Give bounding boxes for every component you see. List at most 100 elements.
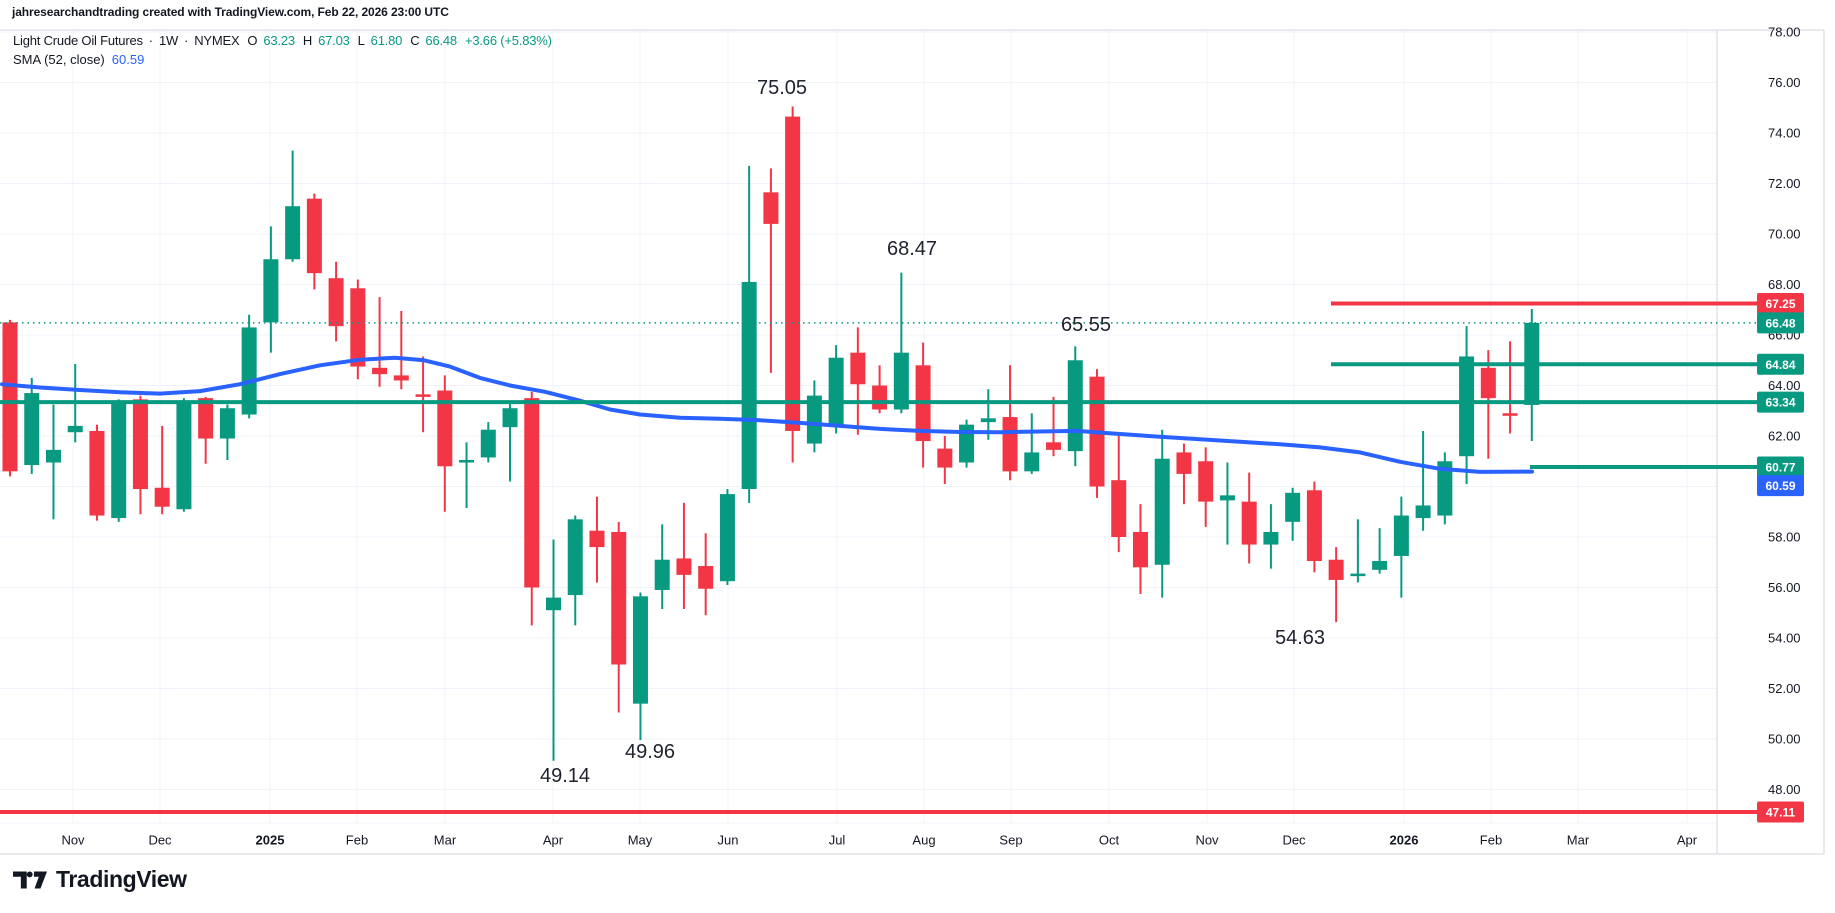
price-axis-label: 74.00 [1768, 126, 1801, 141]
candlestick [1372, 528, 1388, 574]
candlestick [1285, 487, 1301, 541]
candlestick [263, 226, 279, 353]
attribution-watermark: jahresearchandtrading created with Tradi… [12, 5, 449, 19]
candlestick [654, 524, 670, 609]
price-axis-label: 76.00 [1768, 75, 1801, 90]
candle-body [1046, 442, 1062, 450]
candlestick [24, 377, 40, 474]
candlestick [219, 404, 235, 460]
candle-body [241, 327, 257, 415]
time-axis-label: Mar [434, 833, 457, 848]
indicator-name[interactable]: SMA (52, close) [13, 52, 105, 67]
price-annotation[interactable]: 68.47 [887, 238, 937, 260]
separator: · [148, 33, 153, 48]
candle-body [567, 519, 583, 596]
candle-body [1459, 356, 1475, 457]
candle-body [1285, 492, 1301, 522]
candle-body [763, 192, 779, 224]
candle-body [393, 375, 409, 381]
candle-body [1437, 461, 1453, 516]
candlestick [415, 356, 431, 433]
price-axis-label: 52.00 [1768, 681, 1801, 696]
candle-body [741, 281, 757, 490]
candlestick [1306, 481, 1322, 573]
candlestick [959, 419, 975, 468]
candlestick [893, 272, 909, 414]
tradingview-logo[interactable]: TradingView [13, 866, 187, 893]
candle-body [350, 288, 366, 367]
symbol-exchange[interactable]: NYMEX [194, 33, 240, 48]
candle-body [1350, 573, 1366, 577]
candle-body [198, 398, 214, 439]
price-badge-label: 60.59 [1765, 479, 1795, 493]
separator: · [184, 33, 189, 48]
price-badge-bg [1757, 475, 1804, 497]
price-axis-label: 56.00 [1768, 580, 1801, 595]
candle-body [132, 399, 148, 490]
candlestick [676, 502, 692, 609]
candlestick [1241, 472, 1257, 564]
candlestick [1176, 443, 1192, 505]
candle-body [1132, 531, 1148, 568]
candle-body [2, 322, 18, 472]
price-annotation[interactable]: 54.63 [1275, 627, 1325, 649]
time-axis-label: Dec [148, 833, 172, 848]
candlestick [546, 539, 561, 761]
price-annotation[interactable]: 49.14 [540, 765, 590, 787]
price-badge-label: 60.77 [1765, 461, 1795, 475]
candle-body [1415, 505, 1431, 519]
price-badge-bg [1757, 292, 1804, 314]
symbol-title[interactable]: Light Crude Oil Futures [13, 33, 143, 48]
price-axis-label: 58.00 [1768, 530, 1801, 545]
indicator-value: 60.59 [111, 52, 145, 67]
price-badge-bg [1757, 456, 1804, 478]
candlestick [763, 168, 779, 373]
candle-body [1480, 367, 1496, 399]
candlestick [459, 442, 475, 508]
price-annotation[interactable]: 75.05 [757, 77, 807, 99]
candle-body [589, 530, 605, 548]
change-value: +3.66 (+5.83%) [464, 33, 552, 48]
time-axis-label: Jun [718, 833, 739, 848]
candle-body [719, 494, 735, 582]
candle-body [328, 278, 344, 327]
candle-body [1263, 531, 1279, 545]
price-axis-label: 72.00 [1768, 176, 1801, 191]
candle-body [1328, 559, 1344, 580]
candle-body [480, 429, 496, 458]
candlestick [1219, 462, 1235, 545]
price-badge-label: 64.84 [1765, 358, 1795, 372]
price-annotation[interactable]: 65.55 [1061, 314, 1111, 336]
candlestick [524, 391, 540, 626]
candlestick [350, 279, 366, 380]
candle-body [1219, 495, 1235, 501]
candle-body [872, 385, 888, 410]
candlestick [567, 515, 583, 626]
price-axis-label: 78.00 [1768, 25, 1801, 40]
time-axis-label: Nov [61, 833, 85, 848]
candle-body [676, 558, 692, 575]
candle-body [698, 566, 714, 589]
candle-body [893, 352, 909, 410]
time-axis-label: Oct [1099, 833, 1120, 848]
candlestick [1002, 365, 1018, 481]
price-badge-bg [1757, 391, 1804, 413]
candle-body [1306, 490, 1322, 561]
time-axis-label: 2025 [256, 833, 285, 848]
symbol-interval[interactable]: 1W [158, 33, 179, 48]
price-axis-label: 62.00 [1768, 429, 1801, 444]
price-axis-label: 50.00 [1768, 732, 1801, 747]
candle-body [219, 408, 235, 439]
candlestick [1480, 350, 1496, 459]
candle-body [1502, 413, 1518, 416]
price-badge-bg [1757, 312, 1804, 334]
candle-body [306, 198, 322, 274]
price-annotation[interactable]: 49.96 [625, 741, 675, 763]
candlestick [1198, 447, 1214, 527]
candlestick [1393, 496, 1409, 598]
candle-body [546, 597, 561, 611]
price-badge: 60.59 [1757, 475, 1804, 497]
candle-body [1111, 480, 1127, 537]
